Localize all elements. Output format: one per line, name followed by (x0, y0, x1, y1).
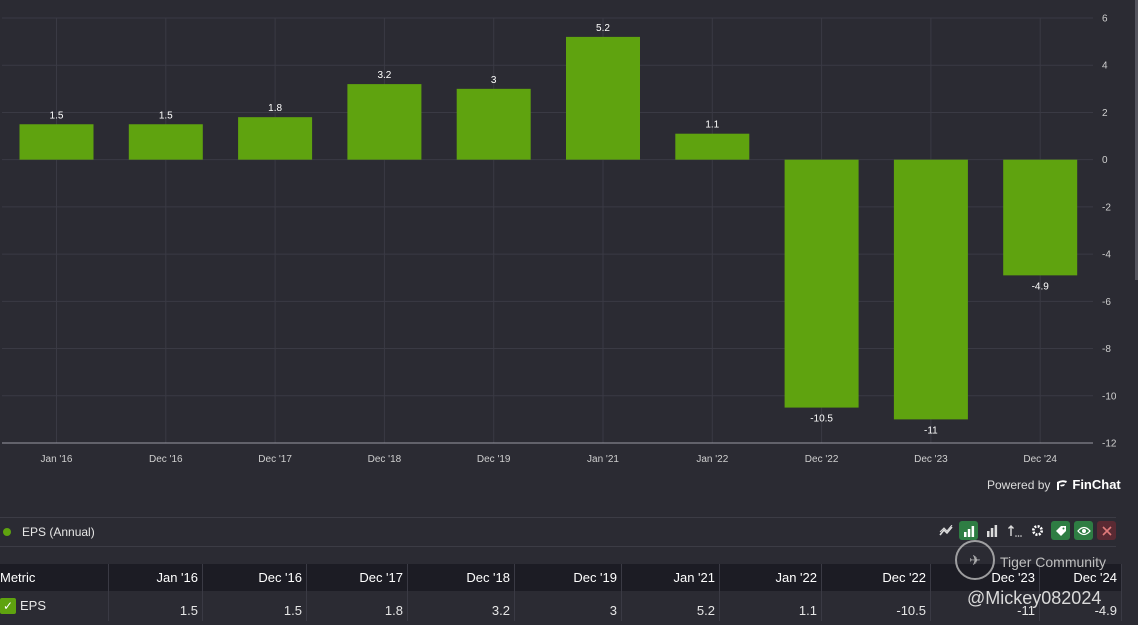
data-label: -11 (924, 425, 938, 436)
y-tick-label: -12 (1102, 439, 1117, 450)
bar (1003, 159, 1078, 276)
column-header[interactable]: Jan '16 (108, 564, 203, 591)
data-label: 5.2 (596, 23, 610, 34)
x-tick-label: Jan '22 (696, 454, 728, 465)
tag-icon[interactable] (1051, 521, 1070, 540)
scrollbar[interactable] (1135, 0, 1138, 280)
y-tick-label: 0 (1102, 155, 1108, 166)
data-label: 1.8 (268, 103, 282, 114)
data-label: -4.9 (1032, 281, 1050, 292)
series-color-dot (3, 528, 11, 536)
line-chart-icon[interactable] (936, 521, 955, 540)
close-icon[interactable] (1097, 521, 1116, 540)
bar (893, 159, 968, 420)
bar (128, 124, 203, 160)
column-header[interactable]: Jan '21 (621, 564, 720, 591)
series-name: EPS (Annual) (22, 525, 95, 539)
bar (347, 84, 422, 160)
bar (566, 36, 640, 160)
table-cell: 1.5 (202, 591, 307, 621)
y-tick-label: -6 (1102, 297, 1111, 308)
x-tick-label: Dec '16 (149, 454, 183, 465)
divider (0, 517, 1116, 518)
data-label: 1.5 (50, 110, 64, 121)
x-tick-label: Dec '22 (805, 454, 839, 465)
finchat-brand-text: FinChat (1072, 477, 1121, 492)
data-label: 3.2 (377, 70, 391, 81)
x-tick-label: Dec '19 (477, 454, 511, 465)
series-legend-row[interactable]: EPS (Annual) (0, 518, 1116, 546)
column-header[interactable]: Dec '19 (514, 564, 622, 591)
table-cell: 5.2 (621, 591, 720, 621)
table-cell: 1.5 (108, 591, 203, 621)
column-header-metric[interactable]: Metric (0, 564, 109, 591)
y-tick-label: 6 (1102, 14, 1108, 25)
eps-bar-chart: 6 4 2 0 -2 -4 -6 -8 -10 -12 1.5 Jan '16 1.5 Dec '16 1.… (2, 14, 1117, 465)
data-label: -10.5 (810, 414, 833, 425)
finchat-icon (1057, 479, 1068, 490)
table-cell: -11 (930, 591, 1040, 621)
table-cell: -10.5 (821, 591, 931, 621)
x-tick-label: Jan '21 (587, 454, 619, 465)
finchat-logo[interactable]: FinChat (1056, 477, 1121, 492)
y-tick-label: -4 (1102, 250, 1111, 261)
sort-icon[interactable] (1005, 521, 1024, 540)
x-tick-label: Dec '23 (914, 454, 948, 465)
column-header[interactable]: Dec '22 (821, 564, 931, 591)
bar (19, 124, 94, 160)
metric-cell[interactable]: ✓ EPS (0, 591, 109, 621)
bar (238, 117, 313, 160)
y-tick-label: 2 (1102, 108, 1108, 119)
x-tick-label: Dec '24 (1023, 454, 1057, 465)
table-cell: 1.1 (719, 591, 822, 621)
data-label: 3 (491, 75, 497, 86)
column-header[interactable]: Dec '16 (202, 564, 307, 591)
bar (456, 88, 531, 160)
bar-chart-outline-icon[interactable] (982, 521, 1001, 540)
metric-name: EPS (20, 597, 47, 613)
checkbox-checked-icon[interactable]: ✓ (0, 598, 16, 615)
gear-icon[interactable] (1028, 521, 1047, 540)
data-label: 1.1 (705, 120, 719, 131)
x-tick-label: Dec '18 (368, 454, 402, 465)
divider (0, 546, 1116, 547)
y-tick-label: -10 (1102, 391, 1117, 402)
table-header-row: Metric Jan '16 Dec '16 Dec '17 Dec '18 D… (0, 564, 1122, 591)
table-cell: -4.9 (1039, 591, 1122, 621)
y-tick-label: 4 (1102, 61, 1108, 72)
series-toolbar (936, 521, 1116, 540)
powered-by: Powered by FinChat (987, 477, 1121, 492)
column-header[interactable]: Dec '23 (930, 564, 1040, 591)
table-cell: 1.8 (306, 591, 408, 621)
x-tick-label: Dec '17 (258, 454, 292, 465)
y-tick-label: -2 (1102, 202, 1111, 213)
x-tick-label: Jan '16 (41, 454, 73, 465)
eye-icon[interactable] (1074, 521, 1093, 540)
table-cell: 3 (514, 591, 622, 621)
table-row: ✓ EPS 1.5 1.5 1.8 3.2 3 5.2 1.1 -10.5 -11… (0, 591, 1122, 621)
table-cell: 3.2 (407, 591, 515, 621)
bar-chart-icon[interactable] (959, 521, 978, 540)
column-header[interactable]: Dec '17 (306, 564, 408, 591)
powered-by-label: Powered by (987, 477, 1051, 492)
bar (675, 133, 750, 160)
column-header[interactable]: Jan '22 (719, 564, 822, 591)
column-header[interactable]: Dec '18 (407, 564, 515, 591)
column-header[interactable]: Dec '24 (1039, 564, 1122, 591)
bar (784, 159, 859, 408)
data-table: Metric Jan '16 Dec '16 Dec '17 Dec '18 D… (0, 564, 1122, 621)
y-tick-label: -8 (1102, 344, 1111, 355)
data-label: 1.5 (159, 110, 173, 121)
